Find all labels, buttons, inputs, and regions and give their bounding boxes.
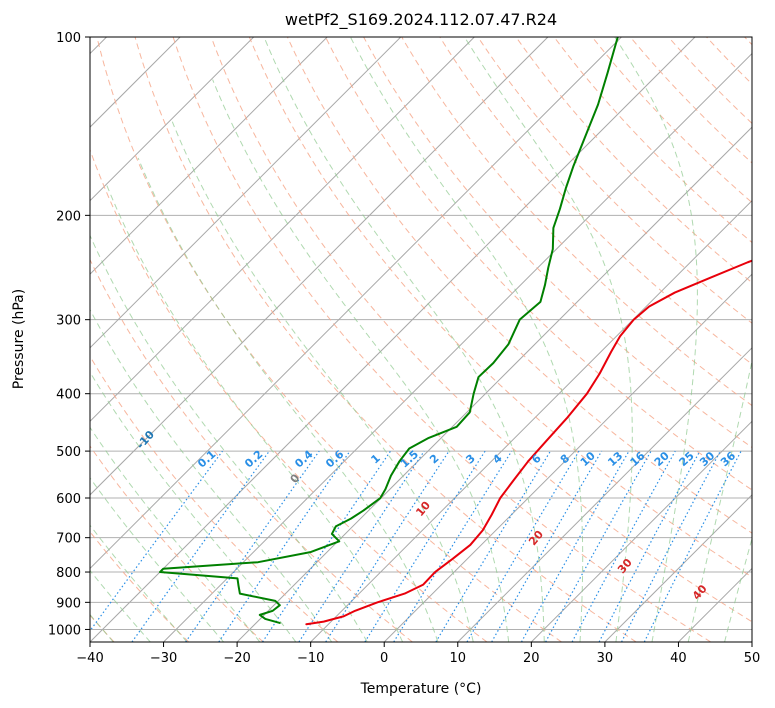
- x-tick-label: −20: [223, 651, 250, 666]
- dry-adiabat-line: [477, 37, 752, 324]
- mixing-ratio-line: [364, 450, 486, 642]
- moist-adiabat-line: [171, 121, 474, 642]
- dry-adiabat-line: [248, 37, 752, 578]
- mixing-ratio-line: [466, 450, 580, 642]
- x-tick-label: −10: [297, 651, 324, 666]
- moist-adiabat-line: [687, 358, 752, 642]
- moist-adiabat-line: [464, 37, 633, 642]
- dry-adiabat-line: [210, 37, 752, 623]
- y-axis-title: Pressure (hPa): [11, 289, 27, 389]
- y-tick-label: 600: [56, 492, 81, 507]
- x-tick-label: 0: [380, 651, 388, 666]
- isotherm-line: [90, 37, 328, 275]
- moist-adiabat-line: [263, 37, 545, 642]
- moist-adiabat-line: [90, 371, 297, 642]
- isotherm-line: [530, 420, 752, 642]
- x-axis-title: Temperature (°C): [360, 681, 482, 697]
- x-tick-label: −40: [76, 651, 103, 666]
- isotherm-line: [90, 37, 549, 496]
- mixing-ratio-line: [218, 450, 351, 642]
- y-tick-label: 700: [56, 532, 81, 547]
- dry-adiabat-line: [286, 37, 752, 534]
- x-tick-label: 40: [670, 651, 687, 666]
- y-tick-label: 800: [56, 566, 81, 581]
- y-tick-label: 900: [56, 596, 81, 611]
- dry-adiabat-line: [591, 37, 752, 204]
- y-tick-label: 300: [56, 314, 81, 329]
- temperature-profile-line: [305, 259, 752, 626]
- moist-adiabat-line: [90, 308, 333, 642]
- isotherm-line: [163, 52, 752, 642]
- mixing-ratio-line: [435, 450, 552, 642]
- x-tick-label: 50: [744, 651, 761, 666]
- isotherm-line: [90, 37, 475, 423]
- dry-adiabat-line: [629, 37, 752, 164]
- moist-adiabat-line: [90, 569, 151, 642]
- plot-lines-layer: [90, 37, 752, 642]
- moist-adiabat-line: [90, 426, 261, 642]
- moist-adiabat-line: [137, 157, 439, 642]
- isotherm-line: [90, 37, 255, 202]
- mixing-ratio-line: [520, 450, 630, 642]
- isotherm-line: [90, 37, 696, 642]
- mixing-ratio-line: [571, 450, 676, 642]
- dry-adiabat-line: [172, 37, 712, 642]
- isotherm-line: [90, 37, 402, 349]
- isotherm-line: [604, 494, 752, 642]
- y-tick-label: 400: [56, 388, 81, 403]
- isotherm-line: [383, 273, 752, 642]
- moist-adiabat-line: [90, 524, 188, 642]
- dry-adiabat-line: [325, 37, 752, 491]
- mixing-ratio-line: [491, 450, 603, 642]
- plot-frame: [89, 36, 753, 643]
- mixing-ratio-line: [90, 450, 224, 632]
- axis-layer: −40 −30 −20 −10 0 10 20 30 40 50 100 200 300 400 500 60…: [48, 31, 760, 666]
- dry-adiabat-line: [134, 37, 637, 642]
- x-tick-label: 20: [523, 651, 540, 666]
- isotherm-line: [457, 347, 752, 642]
- moist-adiabat-line: [90, 613, 114, 642]
- x-tick-label: 30: [597, 651, 614, 666]
- x-tick-label: −30: [150, 651, 177, 666]
- dry-adiabat-line: [363, 37, 752, 449]
- x-tick-label: 10: [450, 651, 467, 666]
- y-tick-label: 200: [56, 209, 81, 224]
- dry-adiabat-line: [90, 445, 264, 642]
- y-tick-label: 100: [56, 31, 81, 46]
- chart-title: wetPf2_S169.2024.112.07.47.R24: [285, 10, 557, 30]
- mixing-ratio-line: [545, 450, 652, 642]
- dewpoint-profile-line: [158, 37, 619, 624]
- mixing-ratio-line: [393, 450, 513, 642]
- moist-adiabat-line: [212, 79, 510, 642]
- y-tick-label: 500: [56, 445, 81, 460]
- mixing-ratio-line: [131, 450, 270, 642]
- dry-adiabat-line: [401, 37, 752, 407]
- y-tick-label: 1000: [48, 623, 81, 638]
- mixing-ratio-line: [325, 450, 450, 642]
- mixing-ratio-line: [185, 450, 320, 642]
- isotherm-line: [90, 37, 622, 570]
